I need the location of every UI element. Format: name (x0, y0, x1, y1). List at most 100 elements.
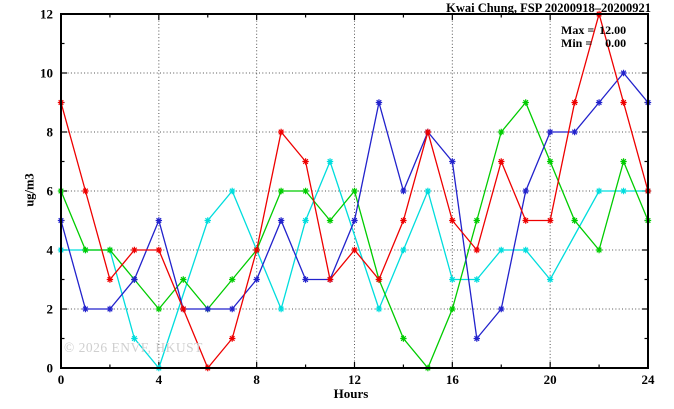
series-blue-marker (302, 276, 309, 283)
series-green-marker (546, 158, 554, 165)
series-blue (57, 69, 652, 342)
max-value: 12.00 (599, 23, 627, 37)
series-cyan-marker (229, 187, 236, 195)
chart-title: Kwai Chung, FSP 20200918–20200921 (446, 1, 651, 15)
x-tick-label: 16 (446, 372, 460, 387)
series-red-marker (498, 158, 505, 165)
y-tick-label: 12 (40, 7, 53, 22)
series-red-marker (180, 305, 187, 313)
series-blue-marker (571, 128, 578, 136)
series-green-marker (302, 187, 309, 195)
series-blue-marker (229, 305, 236, 313)
y-axis-label: ug/m3 (22, 173, 37, 207)
series-cyan-marker (131, 335, 138, 342)
series-green-marker (522, 99, 529, 106)
series-green (57, 99, 652, 372)
x-tick-label: 4 (156, 372, 163, 387)
series-blue-marker (449, 158, 456, 165)
y-tick-label: 6 (47, 184, 54, 199)
series-blue-marker (473, 335, 480, 342)
series-cyan-marker (326, 158, 334, 165)
y-tick-labels: 0 2 4 6 8 10 12 (40, 7, 54, 376)
series-red-marker (375, 276, 383, 283)
series-green-marker (595, 246, 603, 254)
series-blue-marker (375, 99, 383, 106)
series-green-marker (106, 246, 114, 254)
series-cyan-marker (595, 187, 603, 195)
series-blue-marker (204, 305, 211, 313)
series-cyan-marker (375, 305, 383, 313)
series-green-marker (277, 187, 285, 195)
series-blue-marker (498, 305, 505, 313)
series-red-marker (620, 99, 627, 106)
series-green-marker (473, 217, 480, 224)
max-min-annotation: Max = 12.00 Min = 0.00 (561, 24, 626, 50)
series-blue-marker (155, 217, 163, 224)
y-tick-label: 0 (47, 361, 54, 376)
series-blue-marker (400, 187, 407, 195)
series-cyan-marker (302, 217, 309, 224)
series-green-marker (620, 158, 627, 165)
y-tick-label: 10 (40, 66, 53, 81)
series-cyan-marker (522, 246, 529, 254)
series-cyan-marker (620, 187, 627, 195)
series-cyan-marker (277, 305, 285, 313)
series-green-marker (351, 187, 358, 195)
series-red-marker (155, 246, 163, 254)
series-red-marker (522, 217, 529, 224)
series-green-marker (498, 128, 505, 136)
series-red-marker (424, 128, 432, 136)
series-cyan-marker (204, 217, 211, 224)
series-blue-marker (253, 276, 260, 283)
series-red-marker (546, 217, 554, 224)
series-red-marker (229, 335, 236, 342)
series-red (57, 10, 652, 372)
series-red-marker (131, 246, 138, 254)
series-blue-marker (82, 305, 89, 313)
series-red-marker (302, 158, 309, 165)
series-red-marker (253, 246, 260, 254)
watermark: © 2026 ENVF, HKUST (64, 340, 203, 355)
series-green-marker (326, 217, 334, 224)
y-tick-label: 8 (47, 125, 54, 140)
x-tick-label: 24 (642, 372, 656, 387)
series-blue-marker (546, 128, 554, 136)
series-red-marker (106, 276, 114, 283)
min-value: 0.00 (605, 36, 627, 50)
min-label: Min = (561, 36, 593, 50)
series-green-marker (180, 276, 187, 283)
series-green-marker (400, 335, 407, 342)
series-cyan-marker (473, 276, 480, 283)
series-green-marker (229, 276, 236, 283)
max-label: Max = (561, 23, 595, 37)
series-cyan-marker (498, 246, 505, 254)
series-red-marker (277, 128, 285, 136)
series-red-marker (326, 276, 334, 283)
series-cyan-marker (424, 187, 432, 195)
series-green-marker (571, 217, 578, 224)
series-cyan-marker (400, 246, 407, 254)
series-cyan-marker (546, 276, 554, 283)
series-blue-marker (620, 69, 627, 77)
y-tick-label: 4 (47, 243, 54, 258)
series-red-marker (449, 217, 456, 224)
x-tick-label: 12 (348, 372, 361, 387)
series-green-marker (155, 305, 163, 313)
y-tick-label: 2 (47, 302, 54, 317)
x-tick-labels: 0 4 8 12 16 20 24 (58, 372, 655, 387)
series-red-marker (400, 217, 407, 224)
series-green-marker (82, 246, 89, 254)
series-blue-marker (106, 305, 114, 313)
series-blue-marker (595, 99, 603, 106)
series-blue-marker (277, 217, 285, 224)
series-blue-marker (522, 187, 529, 195)
series-blue-marker (351, 217, 358, 224)
series-green-marker (449, 305, 456, 313)
series-cyan-marker (449, 276, 456, 283)
x-tick-label: 0 (58, 372, 65, 387)
series-red-marker (571, 99, 578, 106)
series-blue-marker (131, 276, 138, 283)
x-tick-label: 20 (544, 372, 557, 387)
